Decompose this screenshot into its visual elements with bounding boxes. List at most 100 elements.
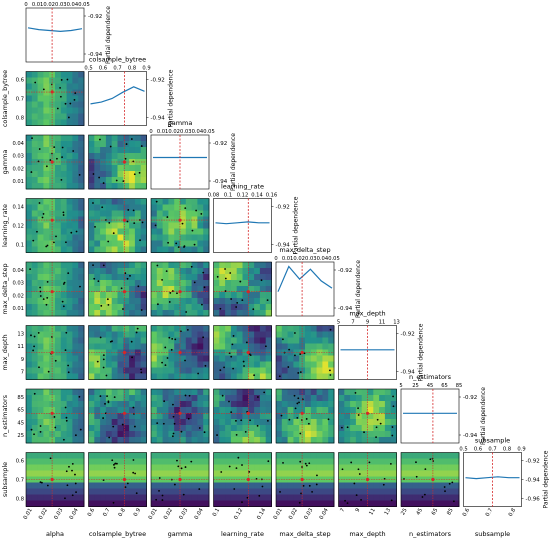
heatmap-cell	[305, 355, 312, 362]
heatmap-cell	[191, 413, 198, 420]
heatmap-cell	[418, 488, 425, 495]
heatmap-cell	[88, 262, 95, 269]
pd-top-tick: 0.02	[293, 256, 305, 262]
heatmap-cell	[134, 262, 142, 269]
heatmap-cell	[26, 153, 33, 160]
heatmap-cell	[66, 367, 73, 374]
heatmap-cell	[242, 470, 249, 477]
heatmap-cell	[322, 452, 329, 459]
heatmap-cell	[55, 119, 62, 126]
heatmap-cell	[254, 425, 261, 432]
heatmap-cell	[78, 234, 85, 241]
sample-point	[249, 419, 251, 422]
heatmap-cell	[379, 458, 386, 465]
heatmap-cell	[162, 500, 169, 507]
heatmap-cell	[151, 204, 158, 211]
heatmap-cell	[441, 494, 448, 501]
heatmap-cell	[134, 141, 142, 148]
heatmap-cell	[162, 210, 169, 217]
heatmap-cell	[140, 204, 147, 211]
heatmap-cell	[191, 494, 198, 501]
heatmap-cell	[287, 361, 294, 368]
heatmap-cell	[55, 452, 62, 459]
heatmap-cell	[111, 458, 118, 465]
heatmap-cell	[55, 395, 62, 402]
heatmap-cell	[230, 452, 238, 459]
heatmap-cell	[373, 500, 380, 507]
sample-point	[133, 173, 136, 176]
heatmap-cell	[134, 337, 142, 344]
heatmap-cell	[43, 355, 50, 362]
heatmap-cell	[60, 234, 68, 241]
heatmap-cell	[123, 494, 130, 501]
heatmap-cell	[230, 292, 238, 299]
heatmap-cell	[111, 234, 118, 241]
sample-point	[116, 462, 118, 465]
sample-point	[62, 305, 65, 308]
sample-point	[344, 499, 346, 502]
heatmap-cell	[78, 216, 85, 223]
heatmap-cell	[78, 373, 85, 380]
heatmap-cell	[168, 482, 175, 489]
pd-top-tick: 0.6	[99, 66, 107, 72]
heatmap-cell	[43, 361, 50, 368]
heatmap-cell	[60, 452, 68, 459]
heatmap-cell	[406, 488, 414, 495]
heatmap-cell	[100, 304, 107, 311]
heatmap-cell	[236, 389, 243, 396]
heatmap-cell	[37, 343, 44, 350]
heatmap-cell	[447, 488, 454, 495]
heatmap-cell	[162, 240, 169, 247]
heatmap-cell	[259, 431, 267, 438]
heatmap-cell	[129, 343, 136, 350]
heatmap-cell	[322, 413, 329, 420]
heatmap-cell	[140, 268, 147, 275]
heatmap-cell	[310, 452, 318, 459]
heatmap-cell	[248, 343, 255, 350]
heatmap-cell	[185, 268, 193, 275]
heatmap-cell	[156, 286, 164, 293]
heatmap-cell	[180, 310, 187, 317]
heatmap-cell	[197, 488, 204, 495]
heatmap-cell	[117, 431, 124, 438]
heatmap-cell	[72, 419, 79, 426]
sample-point	[264, 345, 267, 348]
heatmap-cell	[105, 204, 113, 211]
sample-point	[375, 436, 377, 438]
xlabel-max_depth: max_depth	[349, 530, 385, 538]
sample-point	[311, 490, 313, 493]
heatmap-cell	[31, 280, 39, 287]
heatmap-cell	[55, 147, 62, 154]
heatmap-cell	[344, 494, 351, 501]
heatmap-cell	[197, 395, 204, 402]
heatmap-cell	[350, 488, 357, 495]
heatmap-cell	[236, 373, 243, 380]
heatmap-cell	[66, 119, 73, 126]
sample-point	[177, 246, 180, 249]
heatmap-cell	[185, 355, 193, 362]
heatmap-cell	[140, 494, 147, 501]
heatmap-cell	[174, 337, 181, 344]
heatmap-cell	[60, 337, 68, 344]
heatmap-cell	[162, 204, 169, 211]
heatmap-cell	[26, 286, 33, 293]
heatmap-cell	[88, 419, 95, 426]
heatmap-cell	[219, 470, 226, 477]
heatmap-cell	[185, 310, 193, 317]
heatmap-cell	[305, 395, 312, 402]
xlabel-learning_rate: learning_rate	[221, 530, 264, 538]
heatmap-cell	[316, 452, 323, 459]
sample-point	[102, 358, 105, 361]
heatmap-cell	[219, 343, 226, 350]
heatmap-cell	[203, 240, 210, 247]
heatmap-cell	[367, 488, 374, 495]
heatmap-cell	[94, 494, 101, 501]
ylabel-n_estimators: n_estimators	[1, 394, 9, 437]
heatmap-cell	[129, 367, 136, 374]
heatmap-cell	[66, 71, 73, 78]
heatmap-cell	[248, 286, 255, 293]
heatmap-cell	[248, 361, 255, 368]
heatmap-cell	[134, 216, 142, 223]
heatmap-cell	[287, 452, 294, 459]
heatmap-cell	[236, 280, 243, 287]
